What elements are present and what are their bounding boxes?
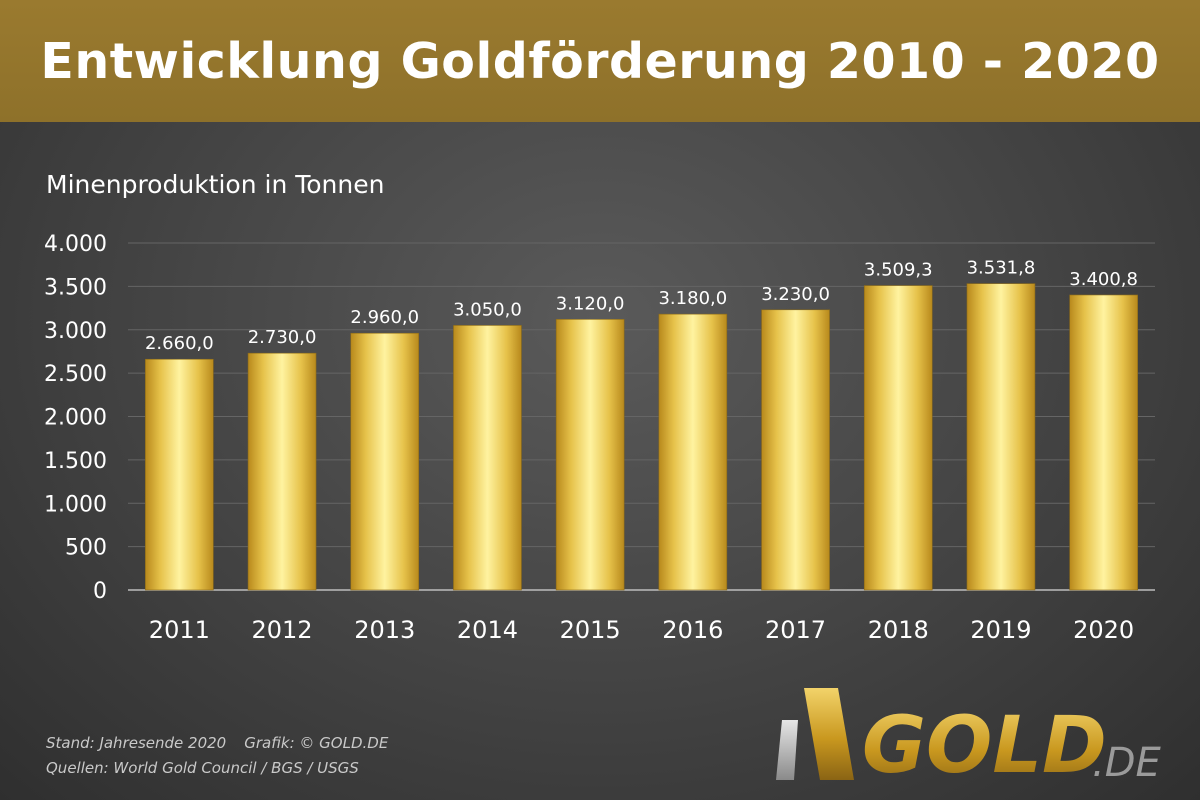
y-tick-label: 500	[65, 536, 107, 561]
bar	[247, 352, 317, 591]
x-tick-label: 2015	[560, 616, 621, 644]
data-label: 3.509,3	[864, 260, 933, 281]
logo-gold-bar-icon	[804, 688, 854, 780]
x-tick-label: 2014	[457, 616, 518, 644]
bar	[453, 325, 522, 591]
logo-silver-bar-icon	[776, 720, 798, 780]
bar	[145, 358, 214, 591]
data-label: 3.400,8	[1069, 269, 1138, 290]
logo-text-suffix: .DE	[1092, 740, 1162, 786]
logo-text-main: GOLD	[862, 701, 1107, 790]
gold-de-logo: GOLD .DE	[776, 688, 1162, 790]
y-tick-label: 1.500	[44, 449, 107, 474]
data-label: 3.531,8	[967, 258, 1036, 279]
x-tick-label: 2018	[868, 616, 929, 644]
data-label: 3.050,0	[453, 299, 522, 320]
y-tick-label: 3.000	[44, 319, 107, 344]
x-tick-label: 2020	[1073, 616, 1134, 644]
footer-stand: Stand: Jahresende 2020	[46, 734, 227, 752]
data-label: 3.120,0	[556, 293, 625, 314]
y-tick-label: 3.500	[44, 275, 107, 300]
footer-sources: Quellen: World Gold Council / BGS / USGS	[46, 759, 359, 777]
data-label: 2.660,0	[145, 333, 214, 354]
bar	[761, 309, 830, 591]
bar	[555, 319, 625, 591]
chart-footer: Stand: Jahresende 2020 Grafik: © GOLD.DE …	[46, 731, 388, 781]
footer-credit: Grafik: © GOLD.DE	[244, 734, 389, 752]
x-tick-label: 2011	[149, 616, 210, 644]
bar	[350, 332, 420, 591]
y-tick-label: 0	[93, 579, 107, 604]
data-label: 3.230,0	[761, 284, 830, 305]
x-tick-label: 2017	[765, 616, 826, 644]
page-title: Entwicklung Goldförderung 2010 - 2020	[40, 32, 1160, 90]
chart-subtitle: Minenproduktion in Tonnen	[46, 170, 385, 199]
bar	[863, 285, 933, 591]
x-tick-label: 2019	[970, 616, 1031, 644]
header-banner: Entwicklung Goldförderung 2010 - 2020	[0, 0, 1200, 122]
data-label: 3.180,0	[658, 288, 727, 309]
bar	[966, 283, 1036, 591]
bar	[1069, 294, 1138, 591]
data-label: 2.960,0	[350, 307, 419, 328]
y-tick-label: 4.000	[44, 232, 107, 257]
data-label: 2.730,0	[248, 327, 317, 348]
bar	[658, 313, 728, 591]
x-tick-label: 2013	[354, 616, 415, 644]
y-tick-label: 2.500	[44, 362, 107, 387]
x-tick-label: 2016	[662, 616, 723, 644]
y-tick-label: 1.000	[44, 492, 107, 517]
x-tick-label: 2012	[252, 616, 313, 644]
y-tick-label: 2.000	[44, 406, 107, 431]
